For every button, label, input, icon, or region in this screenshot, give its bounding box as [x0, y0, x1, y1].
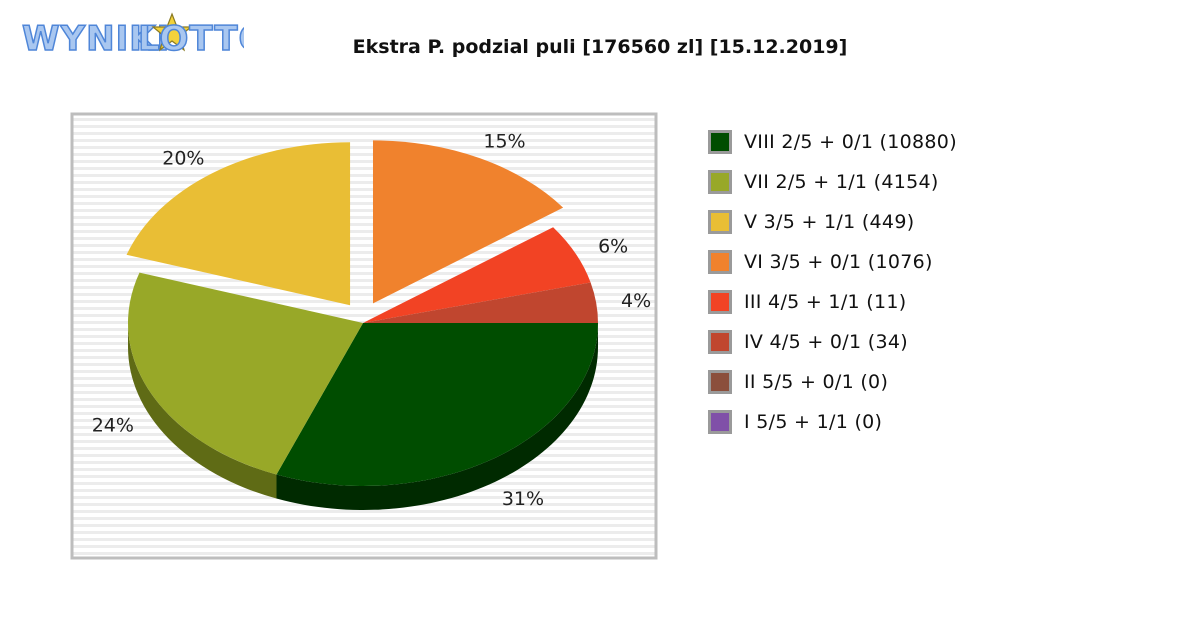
legend-item: VIII 2/5 + 0/1 (10880)	[708, 122, 957, 162]
grid-stripe	[72, 300, 656, 303]
legend-label: IV 4/5 + 0/1 (34)	[744, 331, 908, 353]
chart-title: Ekstra P. podzial puli [176560 zl] [15.1…	[352, 36, 848, 58]
pie-slice-label: 15%	[483, 131, 525, 153]
grid-stripe	[72, 531, 656, 534]
grid-stripe	[72, 258, 656, 261]
legend-label: VI 3/5 + 0/1 (1076)	[744, 251, 933, 273]
grid-stripe	[72, 251, 656, 254]
legend-item: II 5/5 + 0/1 (0)	[708, 362, 957, 402]
pie-labels: 31% 24% 20% 15% 6% 4%	[92, 131, 651, 510]
star-icon	[151, 12, 193, 52]
legend-swatch	[708, 370, 732, 394]
pie-slice-label: 24%	[92, 415, 134, 437]
legend-label: II 5/5 + 0/1 (0)	[744, 371, 889, 393]
pie-slice-label: 31%	[502, 488, 544, 510]
pie-slice-label: 4%	[621, 290, 651, 312]
grid-stripe	[72, 139, 656, 142]
legend-swatch	[708, 410, 732, 434]
legend-label: I 5/5 + 1/1 (0)	[744, 411, 883, 433]
legend-item: III 4/5 + 1/1 (11)	[708, 282, 957, 322]
pie-slice-label: 20%	[162, 148, 204, 170]
legend-swatch	[708, 330, 732, 354]
legend-swatch	[708, 250, 732, 274]
pie-slices	[126, 140, 598, 486]
grid-stripe	[72, 279, 656, 282]
grid-stripe	[72, 265, 656, 268]
grid-stripe	[72, 272, 656, 275]
legend-label: III 4/5 + 1/1 (11)	[744, 291, 907, 313]
legend-label: VII 2/5 + 1/1 (4154)	[744, 171, 939, 193]
grid-stripe	[72, 552, 656, 555]
pie-slice	[372, 140, 564, 304]
legend: VIII 2/5 + 0/1 (10880) VII 2/5 + 1/1 (415…	[708, 122, 957, 442]
pie-depth	[128, 323, 598, 510]
grid-stripe	[72, 209, 656, 212]
wyniki-lotto-logo: WYNIKI LOTTO	[21, 12, 244, 58]
pie-slice-side	[128, 323, 277, 499]
grid-stripe	[72, 146, 656, 149]
grid-stripe	[72, 314, 656, 317]
pie-slice	[126, 142, 351, 306]
legend-item: VII 2/5 + 1/1 (4154)	[708, 162, 957, 202]
grid-stripe	[72, 125, 656, 128]
legend-label: V 3/5 + 1/1 (449)	[744, 211, 915, 233]
grid-stripe	[72, 244, 656, 247]
pie-slice	[276, 323, 598, 486]
grid-stripe	[72, 538, 656, 541]
grid-stripe	[72, 216, 656, 219]
grid-stripe	[72, 286, 656, 289]
grid-stripe	[72, 545, 656, 548]
grid-stripe	[72, 167, 656, 170]
legend-item: I 5/5 + 1/1 (0)	[708, 402, 957, 442]
logo-text-left: WYNIKI	[22, 19, 170, 58]
grid-stripe	[72, 160, 656, 163]
grid-stripe	[72, 237, 656, 240]
logo-text-right: LOTTO	[138, 19, 244, 58]
legend-swatch	[708, 210, 732, 234]
legend-item: IV 4/5 + 0/1 (34)	[708, 322, 957, 362]
legend-label: VIII 2/5 + 0/1 (10880)	[744, 131, 957, 153]
grid-stripe	[72, 195, 656, 198]
grid-stripe	[72, 517, 656, 520]
grid-stripe	[72, 153, 656, 156]
grid-stripe	[72, 118, 656, 121]
grid-stripe	[72, 132, 656, 135]
pie-slice-label: 6%	[598, 235, 628, 257]
pie-slice-side	[276, 323, 598, 510]
pie-slice	[363, 227, 591, 323]
plot-border	[70, 112, 658, 560]
pie-slice	[128, 272, 363, 475]
grid-stripe	[72, 223, 656, 226]
grid-stripe	[72, 307, 656, 310]
grid-stripe	[72, 188, 656, 191]
legend-swatch	[708, 130, 732, 154]
legend-swatch	[708, 290, 732, 314]
grid-stripe	[72, 230, 656, 233]
legend-swatch	[708, 170, 732, 194]
pie-slice	[363, 282, 598, 323]
grid-stripe	[72, 524, 656, 527]
grid-stripe	[72, 293, 656, 296]
legend-item: VI 3/5 + 0/1 (1076)	[708, 242, 957, 282]
grid-stripe	[72, 510, 656, 513]
grid-stripe	[72, 202, 656, 205]
grid-stripe	[72, 174, 656, 177]
legend-item: V 3/5 + 1/1 (449)	[708, 202, 957, 242]
grid-stripe	[72, 181, 656, 184]
